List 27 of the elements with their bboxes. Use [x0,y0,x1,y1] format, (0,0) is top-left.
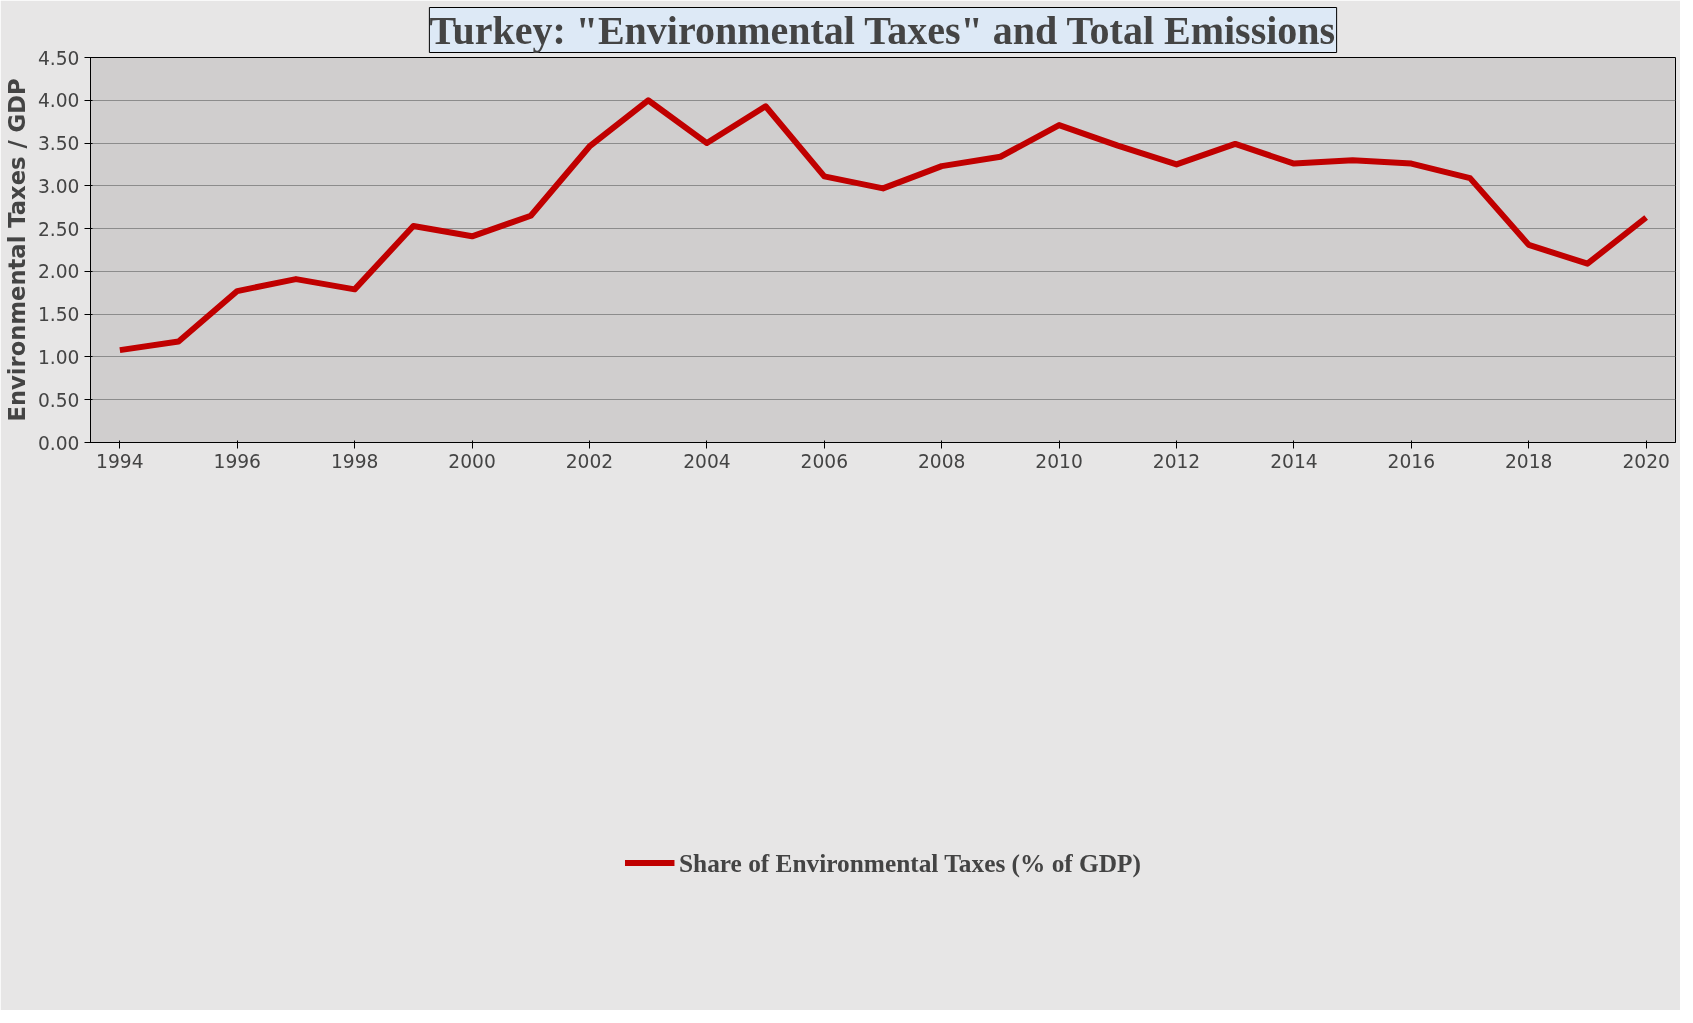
x-tick-label: 2020 [1622,450,1670,472]
y-tick-label: 1.00 [37,346,80,368]
x-tick-label: 2004 [683,450,731,472]
y-tick-label: 0.50 [37,389,80,411]
x-tick-label: 2014 [1270,450,1318,472]
y-tick-label: 0.00 [37,432,80,454]
x-tick-label: 2012 [1152,450,1201,472]
x-tick-label: 1998 [330,450,379,472]
chart-title: Turkey: "Environmental Taxes" and Total Emissions [429,7,1336,53]
x-tick-label: 1996 [213,450,261,472]
legend-label: Share of Environmental Taxes (% of GDP) [678,848,1142,878]
y-tick-label: 2.00 [37,261,80,283]
x-tick-label: 2018 [1505,450,1553,472]
x-tick-label: 2006 [800,450,849,472]
y-tick-label: 1.50 [37,304,80,326]
y-tick-label: 4.50 [37,47,80,69]
y-tick-label: 2.50 [37,218,80,240]
y-axis-title: Environmental Taxes / GDP [3,78,30,422]
x-tick-label: 2010 [1035,450,1083,472]
y-tick-label: 3.50 [37,133,80,155]
x-tick-label: 2002 [565,450,614,472]
y-tick-label: 4.00 [37,90,80,112]
x-tick-label: 2000 [448,450,496,472]
x-tick-label: 1994 [96,450,144,472]
x-tick-label: 2008 [917,450,966,472]
x-tick-label: 2016 [1387,450,1436,472]
y-tick-label: 3.00 [37,175,80,197]
